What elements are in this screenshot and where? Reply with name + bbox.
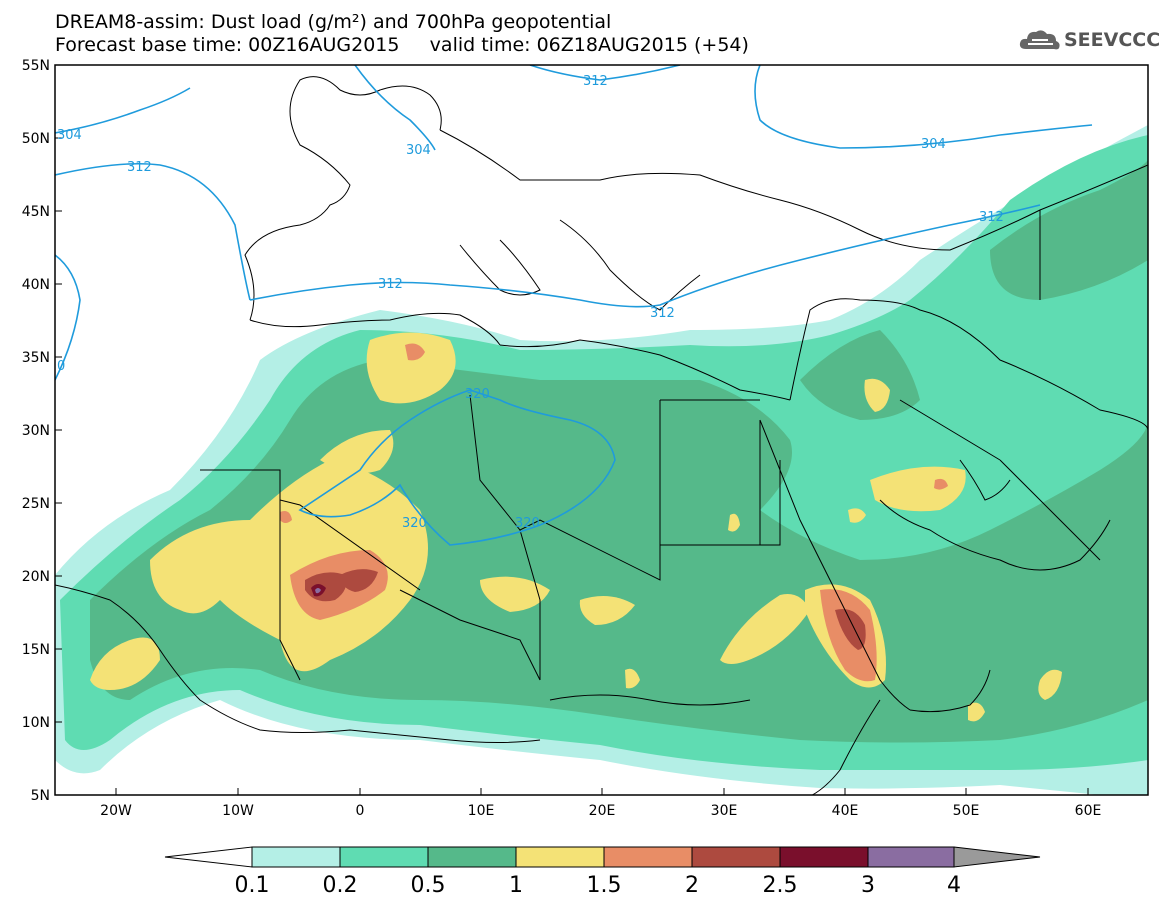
lat-label: 30N — [22, 423, 50, 439]
colorbar-label: 3 — [861, 873, 875, 898]
colorbar: 0.1 0.2 0.5 1 1.5 2 2.5 3 4 — [164, 846, 1041, 898]
lat-label: 40N — [22, 277, 50, 293]
colorbar-label: 2 — [685, 873, 699, 898]
lat-label: 25N — [22, 496, 50, 512]
forecast-time-subtitle: Forecast base time: 00Z16AUG2015 valid t… — [55, 34, 749, 56]
contour-label: 320 — [515, 516, 540, 531]
lat-label: 10N — [22, 715, 50, 731]
colorbar-label: 4 — [947, 873, 961, 898]
contour-label: 312 — [583, 74, 608, 89]
lon-label: 30E — [711, 803, 738, 819]
colorbar-high-arrow — [953, 846, 1041, 868]
dust-level-2 — [305, 569, 866, 650]
lat-label: 20N — [22, 569, 50, 585]
contour-label: 312 — [378, 277, 403, 292]
contour-label: 312 — [650, 306, 675, 321]
colorbar-label: 1 — [509, 873, 523, 898]
latitude-labels: 55N 50N 45N 40N 35N 30N 25N 20N 15N 10N … — [22, 58, 50, 804]
colorbar-label: 2.5 — [763, 873, 798, 898]
contour-labels: 312 304 312 312 312 304 312 320 320 320 … — [57, 74, 1004, 531]
lat-label: 55N — [22, 58, 50, 74]
colorbar-swatch — [427, 846, 517, 868]
map-title: DREAM8-assim: Dust load (g/m²) and 700hP… — [55, 11, 612, 33]
lat-label: 5N — [31, 788, 50, 804]
contour-label: 320 — [402, 516, 427, 531]
seevccc-logo: SEEVCCC — [1018, 27, 1161, 53]
logo-text: SEEVCCC — [1064, 29, 1161, 51]
longitude-labels: 20W 10W 0 10E 20E 30E 40E 50E 60E — [100, 803, 1101, 819]
contour-label: 304 — [921, 137, 946, 152]
lat-label: 45N — [22, 204, 50, 220]
lon-label: 0 — [356, 803, 365, 819]
colorbar-swatch — [339, 846, 429, 868]
contour-label: 304 — [406, 143, 431, 158]
lon-label: 10E — [468, 803, 495, 819]
contour-label: 320 — [465, 387, 490, 402]
colorbar-label: 0.5 — [411, 873, 446, 898]
coastlines — [55, 76, 1148, 795]
axis-ticks — [55, 137, 1089, 795]
colorbar-swatch — [779, 846, 869, 868]
lon-label: 20E — [589, 803, 616, 819]
colorbar-label: 0.1 — [235, 873, 270, 898]
colorbar-swatch — [251, 846, 341, 868]
lat-label: 15N — [22, 642, 50, 658]
contour-label: 312 — [979, 210, 1004, 225]
colorbar-label: 1.5 — [587, 873, 622, 898]
dust-level-3 — [315, 588, 321, 594]
dust-level-0.5-caspian — [990, 160, 1148, 300]
dust-field — [55, 65, 1148, 795]
lon-label: 60E — [1075, 803, 1102, 819]
cloud-logo-icon — [1019, 30, 1060, 50]
contour-label: 312 — [127, 160, 152, 175]
contour-label: 304 — [57, 128, 82, 143]
lon-label: 40E — [832, 803, 859, 819]
lat-label: 50N — [22, 131, 50, 147]
contour-label: 0 — [57, 359, 65, 374]
lon-label: 50E — [953, 803, 980, 819]
lon-label: 20W — [100, 803, 132, 819]
geopotential-contours — [55, 65, 1093, 546]
colorbar-low-arrow — [164, 846, 253, 868]
colorbar-swatch — [691, 846, 781, 868]
colorbar-swatch — [867, 846, 955, 868]
lat-label: 35N — [22, 350, 50, 366]
dust-level-0.5-east — [800, 330, 920, 420]
colorbar-swatch — [515, 846, 605, 868]
lon-label: 10W — [222, 803, 254, 819]
colorbar-swatch — [603, 846, 693, 868]
colorbar-label: 0.2 — [323, 873, 358, 898]
